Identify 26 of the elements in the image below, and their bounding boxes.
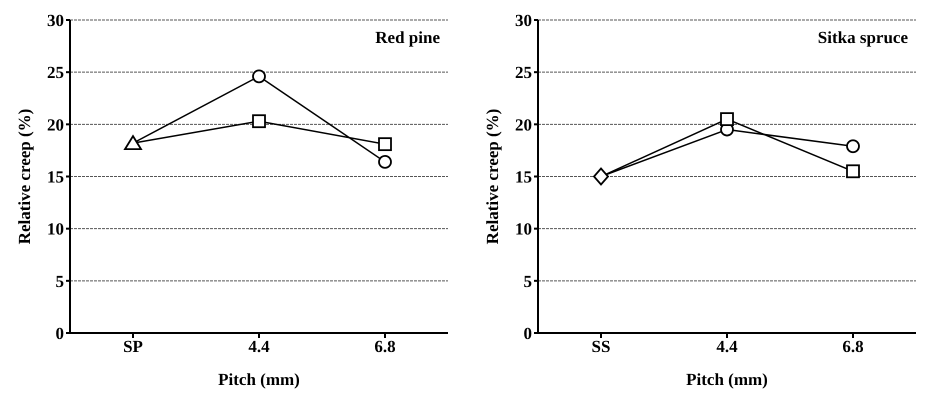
y-axis-title: Relative creep (%) <box>483 108 502 244</box>
y-tick-label: 25 <box>47 63 64 82</box>
y-tick-label: 10 <box>515 220 532 239</box>
x-axis-title: Pitch (mm) <box>686 370 768 389</box>
x-tick-label: 4.4 <box>248 337 270 356</box>
y-tick-label: 5 <box>56 272 64 291</box>
x-tick-label: SP <box>123 337 143 356</box>
x-tick-label: 4.4 <box>716 337 738 356</box>
text: Red pine <box>373 28 442 48</box>
y-tick-label: 30 <box>47 11 64 30</box>
x-tick-label: SS <box>592 337 610 356</box>
x-tick-label: 6.8 <box>842 337 864 356</box>
x-tick-label: 6.8 <box>374 337 396 356</box>
y-tick-label: 5 <box>524 272 532 291</box>
y-tick-label: 15 <box>47 168 64 187</box>
y-tick-label: 0 <box>524 324 532 344</box>
y-tick-label: 20 <box>47 115 64 134</box>
y-tick-label: 20 <box>515 115 532 134</box>
y-tick-label: 0 <box>56 324 64 344</box>
y-tick-label: 30 <box>515 11 532 30</box>
y-tick-label: 10 <box>47 220 64 239</box>
y-tick-label: 25 <box>515 63 532 82</box>
text: Sitka spruce <box>816 28 910 48</box>
x-axis-title: Pitch (mm) <box>218 370 300 389</box>
y-axis-title: Relative creep (%) <box>15 108 34 244</box>
y-tick-label: 15 <box>515 168 532 187</box>
